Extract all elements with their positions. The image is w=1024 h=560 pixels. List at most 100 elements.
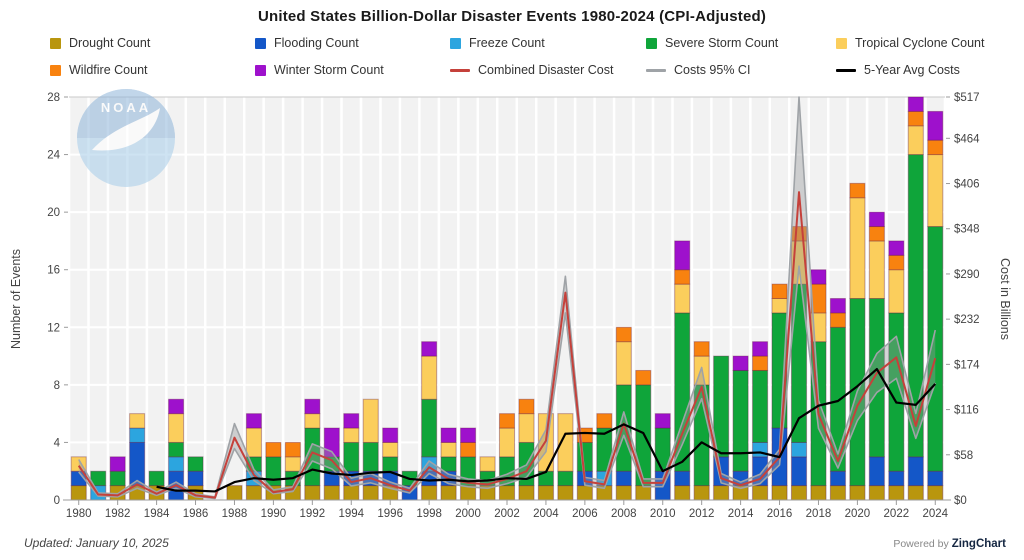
bar-segment-tropical-cyclone-count[interactable] bbox=[927, 154, 944, 228]
bar-segment-severe-storm-count[interactable] bbox=[265, 456, 282, 487]
bar-segment-tropical-cyclone-count[interactable] bbox=[382, 441, 399, 458]
bar-segment-wildfire-count[interactable] bbox=[499, 413, 515, 429]
zingchart-brand-link[interactable]: ZingChart bbox=[951, 538, 1006, 550]
bar-segment-wildfire-count[interactable] bbox=[635, 369, 652, 386]
bar-segment-drought-count[interactable] bbox=[771, 485, 788, 501]
bar-segment-drought-count[interactable] bbox=[791, 485, 807, 501]
legend-item-severe-storm-count[interactable]: Severe Storm Count bbox=[646, 33, 836, 53]
bar-segment-winter-storm-count[interactable] bbox=[440, 427, 457, 443]
bar-segment-drought-count[interactable] bbox=[421, 485, 438, 501]
bar-segment-drought-count[interactable] bbox=[518, 485, 535, 501]
bar-1994[interactable] bbox=[343, 413, 360, 501]
bar-segment-wildfire-count[interactable] bbox=[868, 226, 885, 242]
bar-segment-winter-storm-count[interactable] bbox=[868, 211, 885, 228]
bar-segment-winter-storm-count[interactable] bbox=[245, 413, 262, 429]
bar-segment-wildfire-count[interactable] bbox=[518, 398, 535, 415]
bar-segment-drought-count[interactable] bbox=[907, 485, 924, 501]
bar-2009[interactable] bbox=[635, 369, 652, 501]
bar-segment-wildfire-count[interactable] bbox=[829, 312, 846, 328]
bar-segment-wildfire-count[interactable] bbox=[888, 254, 905, 271]
bar-segment-wildfire-count[interactable] bbox=[674, 269, 691, 285]
bar-segment-drought-count[interactable] bbox=[537, 485, 554, 501]
bar-segment-tropical-cyclone-count[interactable] bbox=[771, 298, 788, 314]
bar-segment-flooding-count[interactable] bbox=[907, 456, 924, 487]
bar-2001[interactable] bbox=[479, 456, 496, 501]
bar-segment-wildfire-count[interactable] bbox=[265, 441, 282, 458]
bar-segment-severe-storm-count[interactable] bbox=[732, 369, 749, 472]
bar-2002[interactable] bbox=[499, 413, 515, 501]
bar-segment-freeze-count[interactable] bbox=[168, 456, 185, 472]
bar-segment-tropical-cyclone-count[interactable] bbox=[849, 197, 866, 299]
bar-segment-drought-count[interactable] bbox=[343, 485, 360, 501]
bar-segment-drought-count[interactable] bbox=[245, 485, 262, 501]
bar-segment-wildfire-count[interactable] bbox=[927, 139, 944, 156]
bar-segment-severe-storm-count[interactable] bbox=[927, 226, 944, 472]
bar-segment-drought-count[interactable] bbox=[752, 485, 769, 501]
bar-segment-tropical-cyclone-count[interactable] bbox=[868, 240, 885, 300]
bar-segment-tropical-cyclone-count[interactable] bbox=[479, 456, 496, 472]
bar-segment-severe-storm-count[interactable] bbox=[440, 456, 457, 472]
bar-segment-drought-count[interactable] bbox=[888, 485, 905, 501]
bar-segment-wildfire-count[interactable] bbox=[693, 341, 710, 357]
bar-segment-drought-count[interactable] bbox=[304, 485, 321, 501]
bar-segment-drought-count[interactable] bbox=[557, 485, 574, 501]
bar-segment-severe-storm-count[interactable] bbox=[109, 470, 126, 487]
bar-segment-tropical-cyclone-count[interactable] bbox=[440, 441, 457, 458]
bar-segment-tropical-cyclone-count[interactable] bbox=[674, 283, 691, 314]
bar-2000[interactable] bbox=[460, 427, 477, 501]
bar-segment-tropical-cyclone-count[interactable] bbox=[129, 413, 146, 429]
bar-segment-tropical-cyclone-count[interactable] bbox=[518, 413, 535, 443]
bar-2003[interactable] bbox=[518, 398, 535, 501]
bar-segment-severe-storm-count[interactable] bbox=[168, 441, 185, 458]
bar-segment-drought-count[interactable] bbox=[362, 485, 379, 501]
bar-segment-winter-storm-count[interactable] bbox=[927, 110, 944, 141]
bar-segment-tropical-cyclone-count[interactable] bbox=[343, 427, 360, 443]
bar-segment-winter-storm-count[interactable] bbox=[752, 341, 769, 357]
bar-1995[interactable] bbox=[362, 398, 379, 501]
bar-segment-wildfire-count[interactable] bbox=[615, 326, 632, 343]
bar-2020[interactable] bbox=[849, 182, 866, 501]
bar-segment-drought-count[interactable] bbox=[499, 485, 515, 501]
bar-segment-drought-count[interactable] bbox=[829, 485, 846, 501]
bar-segment-wildfire-count[interactable] bbox=[460, 441, 477, 458]
bar-segment-tropical-cyclone-count[interactable] bbox=[304, 413, 321, 429]
bar-segment-severe-storm-count[interactable] bbox=[382, 456, 399, 472]
bar-segment-tropical-cyclone-count[interactable] bbox=[615, 341, 632, 386]
bar-segment-wildfire-count[interactable] bbox=[284, 441, 301, 458]
bar-1988[interactable] bbox=[226, 485, 243, 501]
bar-segment-tropical-cyclone-count[interactable] bbox=[362, 398, 379, 443]
bar-segment-tropical-cyclone-count[interactable] bbox=[421, 355, 438, 400]
bar-2021[interactable] bbox=[868, 211, 885, 501]
bar-segment-severe-storm-count[interactable] bbox=[187, 456, 204, 472]
bar-segment-flooding-count[interactable] bbox=[187, 470, 204, 487]
bar-segment-winter-storm-count[interactable] bbox=[382, 427, 399, 443]
bar-segment-tropical-cyclone-count[interactable] bbox=[557, 413, 574, 472]
bar-segment-winter-storm-count[interactable] bbox=[888, 240, 905, 256]
bar-segment-winter-storm-count[interactable] bbox=[304, 398, 321, 415]
bar-segment-wildfire-count[interactable] bbox=[849, 182, 866, 199]
bar-segment-flooding-count[interactable] bbox=[674, 470, 691, 487]
bar-segment-winter-storm-count[interactable] bbox=[732, 355, 749, 371]
bar-segment-drought-count[interactable] bbox=[674, 485, 691, 501]
bar-2017[interactable] bbox=[791, 226, 807, 501]
bar-segment-drought-count[interactable] bbox=[868, 485, 885, 501]
bar-segment-severe-storm-count[interactable] bbox=[343, 441, 360, 472]
bar-segment-flooding-count[interactable] bbox=[829, 470, 846, 487]
bar-segment-winter-storm-count[interactable] bbox=[460, 427, 477, 443]
bar-segment-wildfire-count[interactable] bbox=[596, 413, 613, 429]
legend-item-combined-disaster-cost[interactable]: Combined Disaster Cost bbox=[450, 60, 646, 80]
bar-segment-winter-storm-count[interactable] bbox=[109, 456, 126, 472]
bar-segment-flooding-count[interactable] bbox=[868, 456, 885, 487]
legend-item-flooding-count[interactable]: Flooding Count bbox=[255, 33, 450, 53]
bar-segment-wildfire-count[interactable] bbox=[907, 110, 924, 127]
bar-segment-severe-storm-count[interactable] bbox=[148, 470, 165, 487]
bar-segment-drought-count[interactable] bbox=[927, 485, 944, 501]
bar-segment-drought-count[interactable] bbox=[810, 485, 827, 501]
bar-segment-drought-count[interactable] bbox=[70, 485, 87, 501]
bar-segment-flooding-count[interactable] bbox=[129, 441, 146, 487]
bar-segment-freeze-count[interactable] bbox=[791, 441, 807, 458]
bar-2005[interactable] bbox=[557, 413, 574, 501]
bar-segment-drought-count[interactable] bbox=[635, 485, 652, 501]
legend-item-freeze-count[interactable]: Freeze Count bbox=[450, 33, 646, 53]
bar-segment-flooding-count[interactable] bbox=[791, 456, 807, 487]
